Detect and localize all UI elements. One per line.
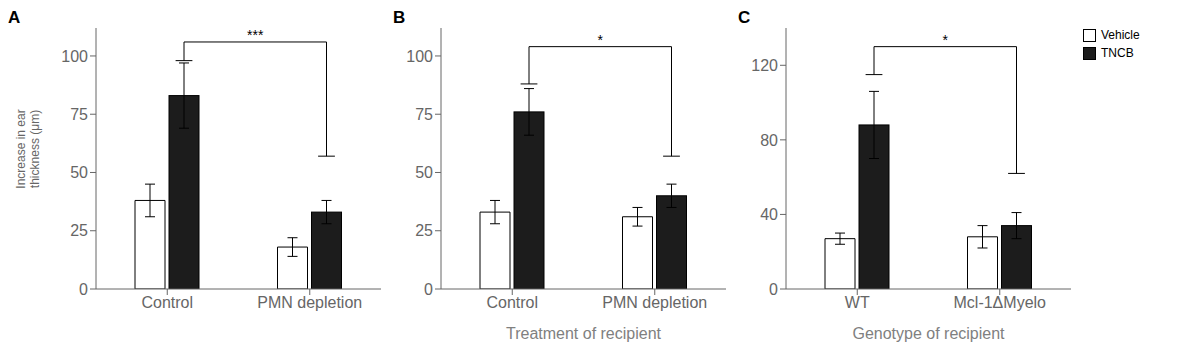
html-text:Increase in ear thickness (μm): Increase in ear thickness (μm)	[14, 108, 42, 189]
svg-text:25: 25	[415, 222, 433, 239]
svg-text:*: *	[598, 32, 604, 48]
svg-text:50: 50	[70, 164, 88, 181]
svg-text:PMN depletion: PMN depletion	[257, 294, 362, 311]
svg-text:Treatment of recipient: Treatment of recipient	[506, 325, 662, 342]
svg-text:Control: Control	[486, 294, 538, 311]
html-text:Vehicle: Vehicle	[1101, 28, 1140, 42]
html-text:C: C	[738, 8, 751, 27]
svg-text:50: 50	[415, 164, 433, 181]
svg-text:40: 40	[760, 206, 778, 223]
svg-text:Genotype of recipient: Genotype of recipient	[852, 325, 1005, 342]
svg-text:0: 0	[769, 281, 778, 298]
svg-text:***: ***	[247, 28, 264, 43]
svg-text:PMN depletion: PMN depletion	[602, 294, 707, 311]
svg-text:*: *	[943, 32, 949, 48]
svg-text:80: 80	[760, 132, 778, 149]
svg-text:0: 0	[424, 281, 433, 298]
html-text:A: A	[8, 8, 21, 27]
html-text:TNCB: TNCB	[1101, 46, 1134, 60]
svg-text:120: 120	[751, 57, 778, 74]
html-text:B: B	[393, 8, 406, 27]
svg-text:Mcl-1ΔMyelo: Mcl-1ΔMyelo	[954, 294, 1047, 311]
svg-text:100: 100	[61, 48, 88, 65]
svg-text:100: 100	[406, 48, 433, 65]
svg-text:0: 0	[79, 281, 88, 298]
svg-text:WT: WT	[845, 294, 870, 311]
svg-text:25: 25	[70, 222, 88, 239]
svg-text:75: 75	[415, 106, 433, 123]
svg-text:75: 75	[70, 106, 88, 123]
svg-text:Control: Control	[141, 294, 193, 311]
